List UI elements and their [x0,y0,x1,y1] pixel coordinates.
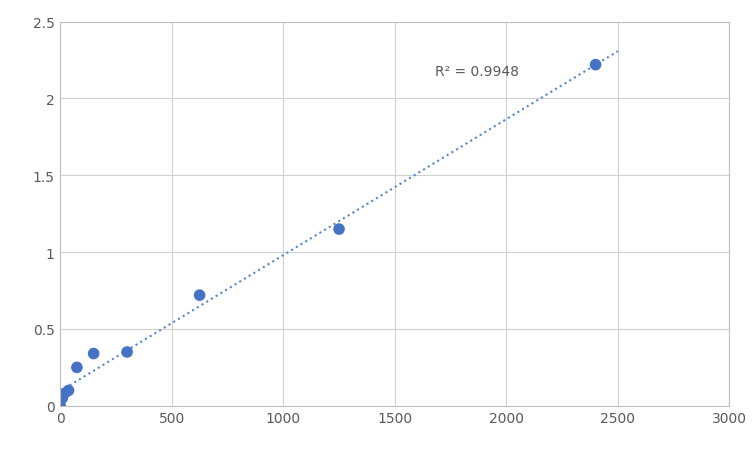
Point [121,349,133,356]
Text: R² = 0.9948: R² = 0.9948 [435,65,519,79]
Point [59,390,71,397]
Point [56,395,68,402]
Point [71,364,83,371]
Point [62,387,74,394]
Point [54,402,66,410]
Point [590,62,602,69]
Point [87,350,99,357]
Point [333,226,345,233]
Point [193,292,205,299]
